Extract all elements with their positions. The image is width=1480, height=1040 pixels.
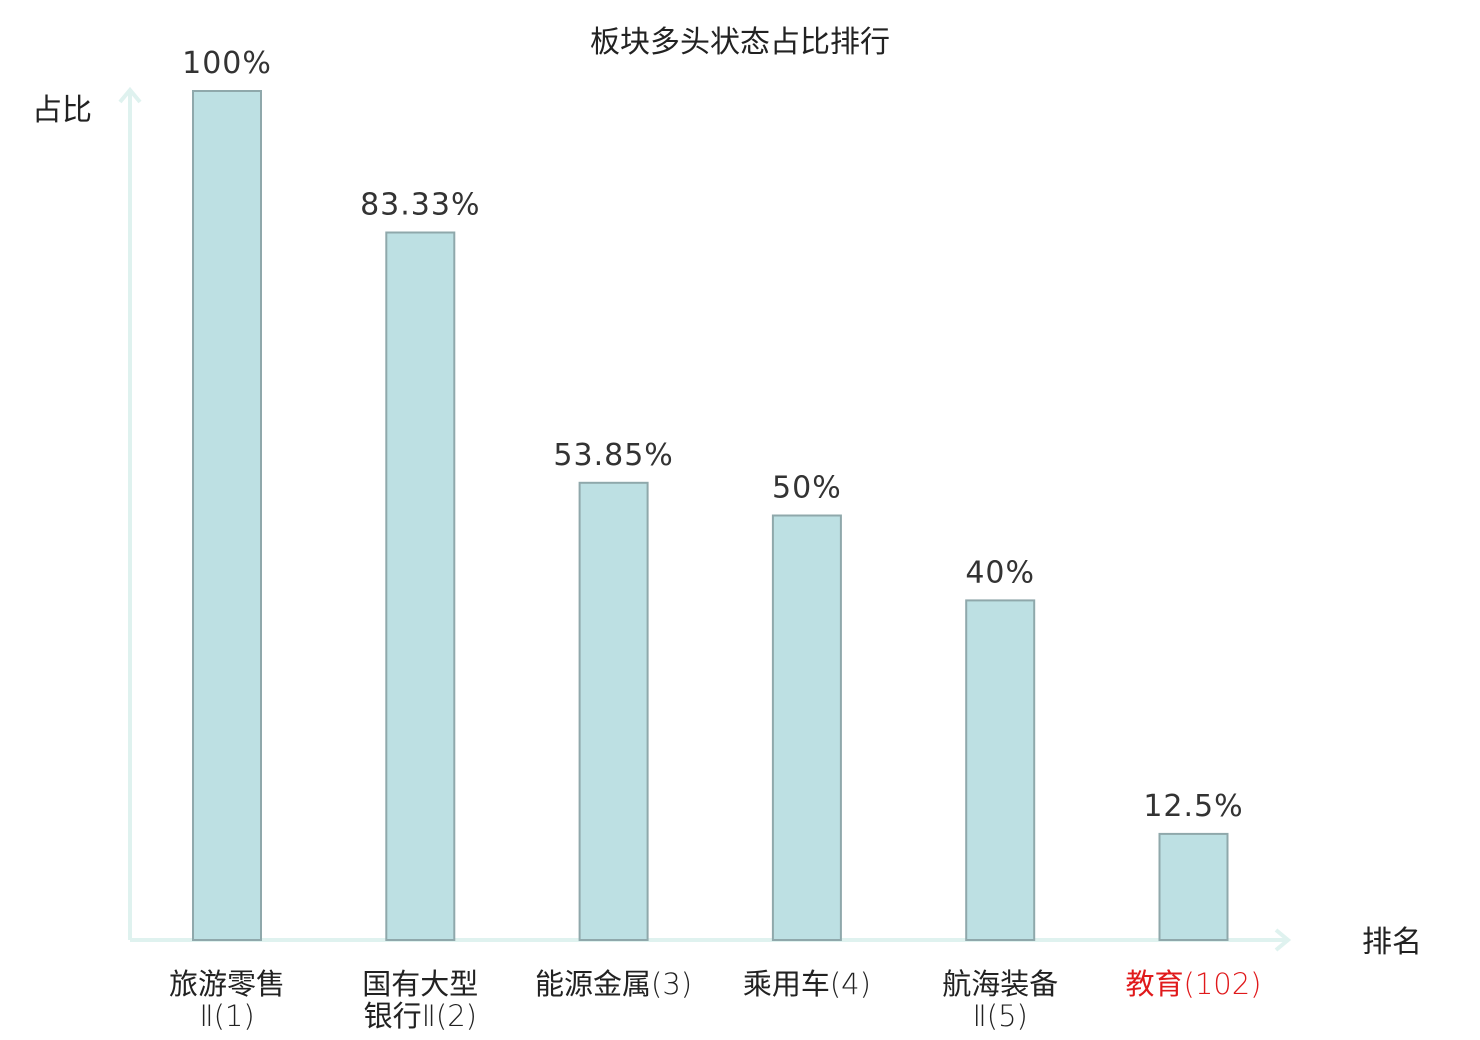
category-label: 旅游零售 — [169, 967, 285, 1001]
bar — [192, 90, 262, 941]
category-label: 国有大型 — [362, 967, 478, 1001]
value-label: 12.5% — [1143, 789, 1243, 824]
x-axis-arrow-icon — [1274, 928, 1292, 952]
category-label: 教育(102) — [1126, 967, 1262, 1001]
category-name: 乘用车 — [743, 967, 830, 1001]
value-label: 50% — [772, 471, 842, 506]
category-label: 乘用车(4) — [743, 967, 871, 1001]
y-axis-label: 占比 — [32, 93, 92, 128]
category-label-line2: Ⅱ(1) — [199, 999, 254, 1033]
value-label: 83.33% — [360, 188, 480, 223]
value-label: 53.85% — [553, 438, 673, 473]
bar — [578, 481, 649, 941]
bar — [1158, 832, 1229, 942]
category-name: 旅游零售 — [169, 967, 285, 1001]
category-name: 航海装备 — [942, 967, 1058, 1001]
category-rank: Ⅱ(2) — [422, 999, 477, 1033]
category-label: 能源金属(3) — [535, 967, 692, 1001]
category-rank: (3) — [651, 967, 692, 1001]
category-name: 能源金属 — [535, 967, 651, 1001]
chart-title: 板块多头状态占比排行 — [590, 25, 890, 60]
category-label-line2: 银行Ⅱ(2) — [364, 999, 477, 1033]
category-label-line2: Ⅱ(5) — [973, 999, 1028, 1033]
bar — [771, 514, 842, 941]
value-label: 40% — [965, 555, 1035, 590]
value-labels-group: 100% 83.33% 53.85% 50% 40% 12.5% — [182, 46, 1243, 824]
category-rank: Ⅱ(1) — [199, 999, 254, 1033]
value-label: 100% — [182, 46, 272, 81]
category-name-cont: 银行 — [364, 999, 422, 1033]
category-label: 航海装备 — [942, 967, 1058, 1001]
x-axis-label: 排名 — [1362, 925, 1422, 960]
category-name: 国有大型 — [362, 967, 478, 1001]
bars-group — [192, 90, 1229, 942]
axes — [118, 86, 1292, 952]
bar — [965, 599, 1036, 942]
bar — [385, 231, 456, 941]
category-rank: (4) — [830, 967, 871, 1001]
y-axis-arrow-icon — [118, 86, 142, 104]
category-name: 教育 — [1126, 967, 1184, 1001]
category-rank: Ⅱ(5) — [973, 999, 1028, 1033]
category-rank: (102) — [1184, 967, 1262, 1001]
